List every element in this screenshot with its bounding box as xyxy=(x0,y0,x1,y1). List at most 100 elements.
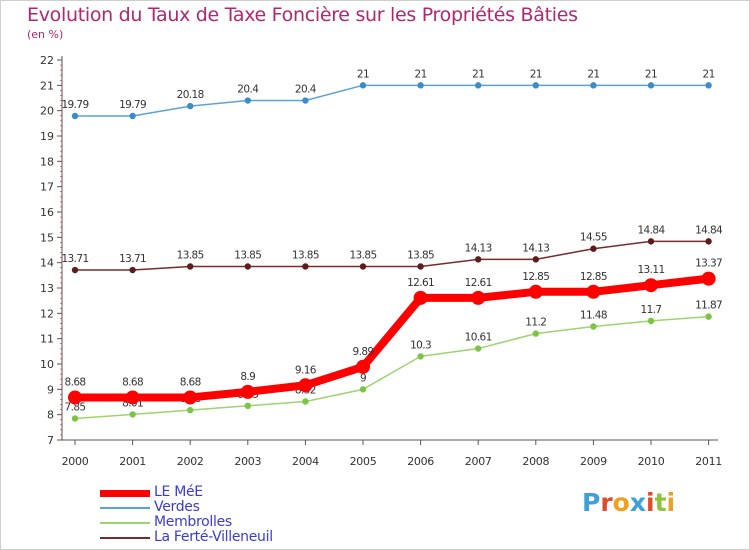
data-point-la-ferte-villeneuil xyxy=(417,263,424,270)
data-point-la-ferte-villeneuil xyxy=(647,238,655,245)
legend-label-verdes: Verdes xyxy=(154,499,200,515)
logo-letter: i xyxy=(666,488,676,517)
data-point-le-mee xyxy=(528,284,543,299)
data-point-verdes xyxy=(187,102,194,110)
data-point-le-mee xyxy=(183,390,198,405)
data-point-membrolles xyxy=(359,386,367,393)
legend-item-la-ferte-villeneuil: La Ferté-Villeneuil xyxy=(100,529,320,545)
data-label-membrolles: 7.85 xyxy=(65,401,86,413)
series-line-la-ferte-villeneuil xyxy=(75,240,709,271)
data-point-membrolles xyxy=(647,317,655,325)
data-label-la-ferte-villeneuil: 14.55 xyxy=(580,232,607,244)
data-point-la-ferte-villeneuil xyxy=(129,266,136,274)
chart-title: Evolution du Taux de Taxe Foncière sur l… xyxy=(27,4,578,26)
series-line-membrolles xyxy=(74,315,709,420)
data-point-la-ferte-villeneuil xyxy=(705,238,712,245)
data-point-verdes xyxy=(302,97,309,104)
legend-label-membrolles: Membrolles xyxy=(154,514,232,530)
logo-letter: t xyxy=(654,488,667,517)
data-point-verdes xyxy=(71,112,79,120)
data-label-la-ferte-villeneuil: 13.85 xyxy=(407,249,434,261)
legend-label-la-ferte-villeneuil: La Ferté-Villeneuil xyxy=(154,529,273,545)
legend-item-le-mee: LE MéE xyxy=(100,484,320,500)
data-label-verdes: 21 xyxy=(530,68,542,80)
data-label-membrolles: 10.61 xyxy=(465,332,492,344)
x-tick-label: 2009 xyxy=(580,455,607,468)
data-point-membrolles xyxy=(590,323,597,330)
data-point-verdes xyxy=(244,97,251,104)
x-tick-label: 2011 xyxy=(695,455,722,468)
data-point-membrolles xyxy=(129,411,136,418)
data-label-le-mee: 12.85 xyxy=(580,271,607,283)
data-label-verdes: 19.79 xyxy=(119,99,146,111)
data-label-la-ferte-villeneuil: 14.13 xyxy=(522,242,549,254)
series-line-verdes xyxy=(75,84,709,117)
data-label-la-ferte-villeneuil: 14.84 xyxy=(695,224,723,236)
y-tick-label: 12 xyxy=(40,307,54,320)
data-point-membrolles xyxy=(417,353,424,360)
x-tick-label: 2001 xyxy=(119,455,146,468)
logo-letter: r xyxy=(600,488,613,517)
legend-swatch-la-ferte-villeneuil xyxy=(100,537,150,539)
proxiti-logo: Proxiti xyxy=(582,488,675,517)
data-point-verdes xyxy=(129,112,136,120)
y-tick-label: 13 xyxy=(40,282,54,295)
data-label-verdes: 20.4 xyxy=(237,84,259,96)
logo-letter: i xyxy=(646,488,655,517)
data-point-la-ferte-villeneuil xyxy=(590,245,597,252)
x-tick-label: 2003 xyxy=(234,455,261,468)
y-axis-unit: (en %) xyxy=(27,28,64,41)
data-label-le-mee: 8.68 xyxy=(122,376,143,388)
legend-swatch-membrolles xyxy=(100,522,150,524)
series-line-le-mee xyxy=(75,274,710,402)
y-tick-label: 11 xyxy=(40,333,54,346)
data-label-membrolles: 11.7 xyxy=(641,304,662,316)
data-label-membrolles: 11.87 xyxy=(695,300,722,312)
data-label-le-mee: 8.68 xyxy=(65,376,86,388)
data-point-le-mee xyxy=(298,378,313,393)
y-tick-label: 10 xyxy=(40,358,54,371)
y-tick-label: 18 xyxy=(40,155,54,168)
data-point-la-ferte-villeneuil xyxy=(244,263,251,270)
y-tick-label: 16 xyxy=(40,206,54,219)
data-label-le-mee: 13.11 xyxy=(637,264,664,276)
data-label-le-mee: 13.37 xyxy=(695,258,722,270)
data-point-verdes xyxy=(705,82,712,89)
data-point-membrolles xyxy=(532,330,539,337)
y-tick-label: 21 xyxy=(40,79,54,92)
data-label-membrolles: 9 xyxy=(360,372,366,384)
x-tick-label: 2007 xyxy=(465,455,492,468)
data-label-le-mee: 12.85 xyxy=(522,271,549,283)
data-point-le-mee xyxy=(471,290,486,305)
legend-item-membrolles: Membrolles xyxy=(100,514,320,530)
y-tick-label: 7 xyxy=(47,434,54,447)
y-tick-label: 8 xyxy=(47,409,54,422)
y-tick-label: 9 xyxy=(47,383,54,396)
legend-swatch-verdes xyxy=(100,507,150,509)
legend-item-verdes: Verdes xyxy=(100,499,320,515)
y-tick-label: 22 xyxy=(40,54,54,67)
y-tick-label: 15 xyxy=(40,231,54,244)
logo-letter: P xyxy=(582,488,601,517)
data-point-verdes xyxy=(417,82,424,89)
y-tick-label: 19 xyxy=(40,130,54,143)
data-label-la-ferte-villeneuil: 13.71 xyxy=(61,253,88,265)
data-point-la-ferte-villeneuil xyxy=(71,266,79,274)
data-label-verdes: 19.79 xyxy=(61,99,88,111)
y-tick-label: 17 xyxy=(40,181,54,194)
data-label-la-ferte-villeneuil: 13.85 xyxy=(177,249,204,261)
logo-letter: x xyxy=(629,488,646,517)
x-tick-label: 2008 xyxy=(522,455,549,468)
data-point-le-mee xyxy=(68,390,82,405)
data-point-la-ferte-villeneuil xyxy=(532,256,539,263)
data-label-le-mee: 12.61 xyxy=(407,277,434,289)
y-tick-label: 14 xyxy=(40,257,54,270)
x-tick-label: 2002 xyxy=(177,455,204,468)
data-point-le-mee xyxy=(240,384,255,399)
data-point-verdes xyxy=(475,82,482,89)
data-point-le-mee xyxy=(644,278,658,293)
data-label-la-ferte-villeneuil: 14.13 xyxy=(465,242,492,254)
data-point-le-mee xyxy=(701,271,716,286)
data-label-le-mee: 8.9 xyxy=(240,371,255,383)
